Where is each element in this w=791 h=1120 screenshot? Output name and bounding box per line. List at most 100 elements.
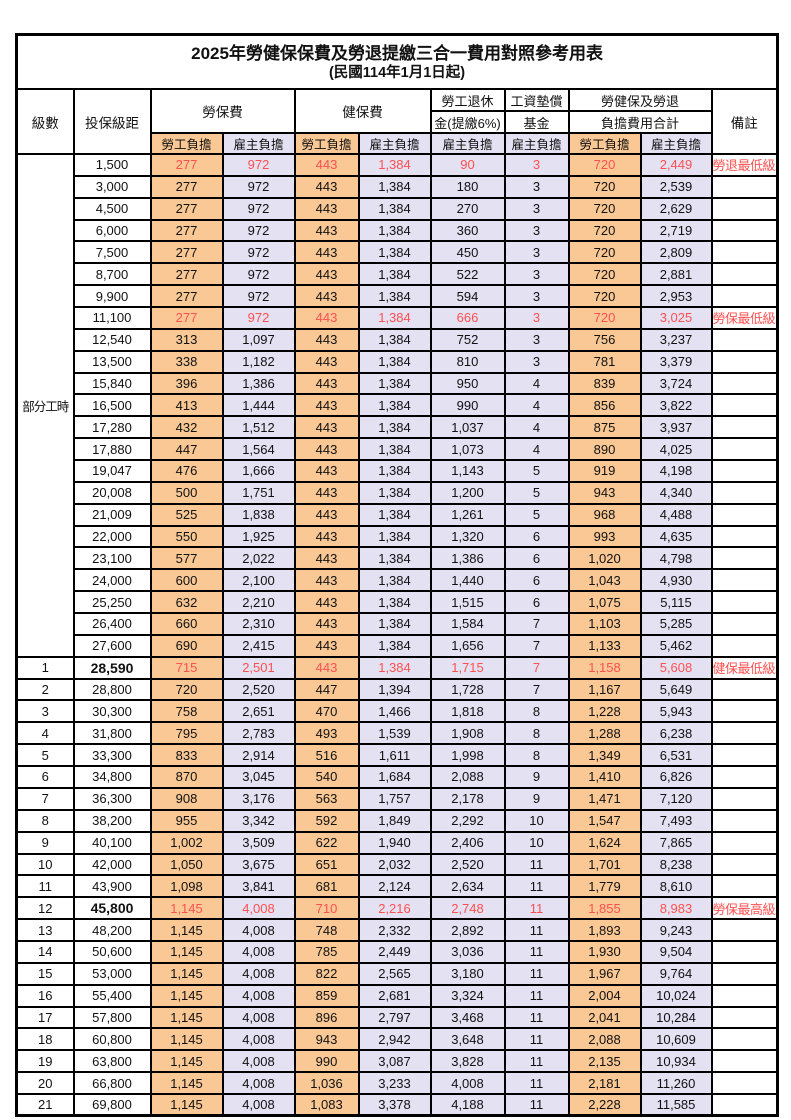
labor-employer-cell: 1,564 [221, 437, 296, 462]
table-body: 部分工時 1,500 277 972 443 1,384 90 3 720 2,… [15, 153, 779, 1117]
table-row: 13 48,200 1,145 4,008 748 2,332 2,892 11… [15, 918, 779, 942]
health-employer-cell: 1,384 [357, 459, 432, 483]
header-pension-line1: 勞工退休 [429, 88, 506, 112]
pension-employer-cell: 2,178 [429, 786, 506, 811]
health-employee-cell: 748 [293, 918, 360, 942]
level-cell: 4 [15, 721, 75, 746]
level-cell: 13 [15, 918, 75, 942]
health-employer-cell: 1,466 [357, 699, 432, 724]
labor-employer-cell: 2,100 [221, 568, 296, 593]
health-employee-cell: 896 [293, 1005, 360, 1030]
health-employer-cell: 1,384 [357, 284, 432, 309]
total-employee-cell: 890 [567, 437, 642, 462]
total-employee-cell: 1,967 [567, 961, 642, 986]
pension-employer-cell: 1,037 [429, 415, 506, 440]
level-cell: 16 [15, 983, 75, 1008]
table-row: 15,840 396 1,386 443 1,384 950 4 839 3,7… [17, 371, 779, 396]
total-employee-cell: 1,020 [567, 546, 642, 571]
total-employee-cell: 968 [567, 502, 642, 527]
bracket-cell: 26,400 [72, 612, 152, 636]
labor-employer-cell: 3,841 [221, 874, 296, 899]
pension-employer-cell: 90 [429, 153, 506, 177]
pension-employer-cell: 2,634 [429, 874, 506, 899]
table-row: 17,880 447 1,564 443 1,384 1,073 4 890 4… [17, 437, 779, 462]
pension-employer-cell: 1,715 [429, 655, 506, 680]
labor-employer-cell: 3,509 [221, 830, 296, 855]
fund-employer-cell: 6 [503, 590, 570, 615]
total-employee-cell: 720 [567, 240, 642, 265]
health-employer-cell: 3,233 [357, 1071, 432, 1095]
health-employee-cell: 540 [293, 765, 360, 789]
bracket-cell: 48,200 [72, 918, 152, 942]
fund-employer-cell: 3 [503, 284, 570, 309]
labor-employer-cell: 2,651 [221, 699, 296, 724]
remark-cell [710, 852, 779, 877]
table-row: 4,500 277 972 443 1,384 270 3 720 2,629 [17, 196, 779, 221]
fund-employer-cell: 11 [503, 939, 570, 964]
total-employer-cell: 4,340 [639, 480, 713, 505]
labor-employer-cell: 2,914 [221, 743, 296, 768]
pension-employer-cell: 2,892 [429, 918, 506, 942]
health-employer-cell: 1,384 [357, 371, 432, 396]
labor-employee-cell: 955 [149, 808, 224, 833]
health-employer-cell: 2,216 [357, 896, 432, 921]
remark-cell [710, 415, 779, 440]
pension-employer-cell: 2,088 [429, 765, 506, 789]
bracket-cell: 33,300 [72, 743, 152, 768]
bracket-cell: 11,100 [72, 306, 152, 330]
fund-employer-cell: 3 [503, 153, 570, 177]
labor-employer-cell: 972 [221, 174, 296, 199]
level-cell: 2 [15, 677, 75, 702]
health-employer-cell: 1,384 [357, 633, 432, 658]
table-row: 6,000 277 972 443 1,384 360 3 720 2,719 [17, 218, 779, 243]
fund-employer-cell: 7 [503, 612, 570, 636]
total-employee-cell: 1,701 [567, 852, 642, 877]
pension-employer-cell: 1,656 [429, 633, 506, 658]
level-cell: 19 [15, 1049, 75, 1074]
bracket-cell: 17,880 [72, 437, 152, 462]
health-employer-cell: 2,565 [357, 961, 432, 986]
health-employer-cell: 1,757 [357, 786, 432, 811]
bracket-cell: 28,590 [72, 655, 152, 680]
table-row: 11 43,900 1,098 3,841 681 2,124 2,634 11… [15, 874, 779, 899]
fund-employer-cell: 3 [503, 327, 570, 352]
labor-employee-cell: 720 [149, 677, 224, 702]
total-employee-cell: 1,410 [567, 765, 642, 789]
total-employer-cell: 9,243 [639, 918, 713, 942]
remark-cell [710, 874, 779, 899]
labor-employer-cell: 3,176 [221, 786, 296, 811]
total-employer-cell: 6,531 [639, 743, 713, 768]
table-row: 9 40,100 1,002 3,509 622 1,940 2,406 10 … [15, 830, 779, 855]
table-row: 3 30,300 758 2,651 470 1,466 1,818 8 1,2… [15, 699, 779, 724]
bracket-cell: 60,800 [72, 1027, 152, 1052]
subheader-labor-employee: 勞工負擔 [149, 132, 224, 155]
labor-employee-cell: 690 [149, 633, 224, 658]
fund-employer-cell: 3 [503, 174, 570, 199]
level-cell: 7 [15, 786, 75, 811]
bracket-cell: 42,000 [72, 852, 152, 877]
bracket-cell: 21,009 [72, 502, 152, 527]
level-cell: 部分工時 [15, 153, 75, 658]
fund-employer-cell: 7 [503, 655, 570, 680]
labor-employee-cell: 1,098 [149, 874, 224, 899]
total-employee-cell: 720 [567, 262, 642, 287]
total-employer-cell: 5,943 [639, 699, 713, 724]
total-employee-cell: 1,930 [567, 939, 642, 964]
bracket-cell: 30,300 [72, 699, 152, 724]
total-employer-cell: 7,493 [639, 808, 713, 833]
bracket-cell: 43,900 [72, 874, 152, 899]
pension-employer-cell: 950 [429, 371, 506, 396]
total-employer-cell: 4,198 [639, 459, 713, 483]
pension-employer-cell: 180 [429, 174, 506, 199]
labor-employer-cell: 3,342 [221, 808, 296, 833]
bracket-cell: 50,600 [72, 939, 152, 964]
page-subtitle: (民國114年1月1日起) [328, 65, 466, 82]
total-employee-cell: 720 [567, 196, 642, 221]
total-employer-cell: 10,609 [639, 1027, 713, 1052]
remark-cell [710, 218, 779, 243]
table-row: 10 42,000 1,050 3,675 651 2,032 2,520 11… [15, 852, 779, 877]
total-employer-cell: 2,953 [639, 284, 713, 309]
health-employee-cell: 443 [293, 306, 360, 330]
pension-employer-cell: 3,180 [429, 961, 506, 986]
total-employee-cell: 1,893 [567, 918, 642, 942]
